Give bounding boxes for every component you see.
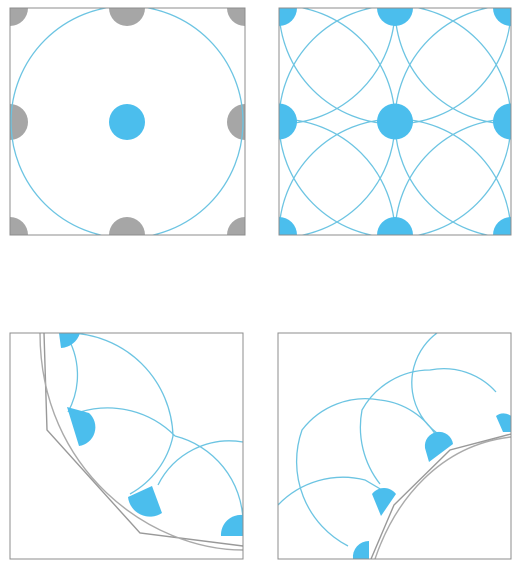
panel-frame <box>278 7 512 236</box>
panel-bottom-right <box>277 332 512 560</box>
arc <box>295 398 438 547</box>
half-disc <box>372 487 396 516</box>
half-disc <box>424 431 453 462</box>
blue-dot <box>377 103 413 140</box>
arc <box>174 435 243 522</box>
panel-frame <box>277 332 512 560</box>
arc <box>411 333 511 434</box>
outline-curves <box>39 333 243 551</box>
half-disc <box>59 333 80 348</box>
arc-fan <box>278 333 511 547</box>
half-disc <box>352 540 369 559</box>
arc <box>359 367 497 485</box>
gray-dot-middle-right <box>227 104 245 140</box>
large-circle <box>10 8 244 235</box>
dot-grid <box>279 8 511 235</box>
smooth-boundary <box>374 436 511 559</box>
center-dot <box>109 104 145 140</box>
gray-dot-top-left <box>10 8 28 26</box>
half-disc <box>220 514 243 536</box>
arc <box>67 333 174 495</box>
blue-dot <box>377 8 413 26</box>
outline-curves <box>370 433 511 559</box>
blue-dot <box>377 217 413 235</box>
blue-dot <box>279 103 297 140</box>
blue-dot <box>493 217 511 235</box>
gray-dot-bottom-center <box>109 217 145 235</box>
blue-dot <box>279 8 297 26</box>
panel-frame <box>9 332 244 560</box>
gray-dot-top-center <box>109 8 145 26</box>
panel-bottom-left <box>9 332 244 560</box>
panel-top-right <box>278 7 512 236</box>
blue-dot <box>493 8 511 26</box>
arc-fan <box>64 333 243 522</box>
panel-frame <box>9 7 246 236</box>
blue-dot <box>493 103 511 140</box>
polygonal-boundary <box>370 433 511 559</box>
half-disc <box>67 407 96 446</box>
panel-top-left <box>9 7 246 236</box>
gray-dot-middle-left <box>10 104 28 140</box>
arc <box>278 476 383 506</box>
circle-tiling <box>279 8 511 235</box>
half-disc <box>128 486 162 517</box>
gray-dot-top-right <box>227 8 245 26</box>
blue-dot <box>279 217 297 235</box>
arc <box>79 407 176 437</box>
smooth-boundary <box>39 333 243 551</box>
half-disc <box>496 413 511 432</box>
gray-dot-bottom-right <box>227 217 245 235</box>
arc <box>157 440 243 486</box>
gray-dot-bottom-left <box>10 217 28 235</box>
